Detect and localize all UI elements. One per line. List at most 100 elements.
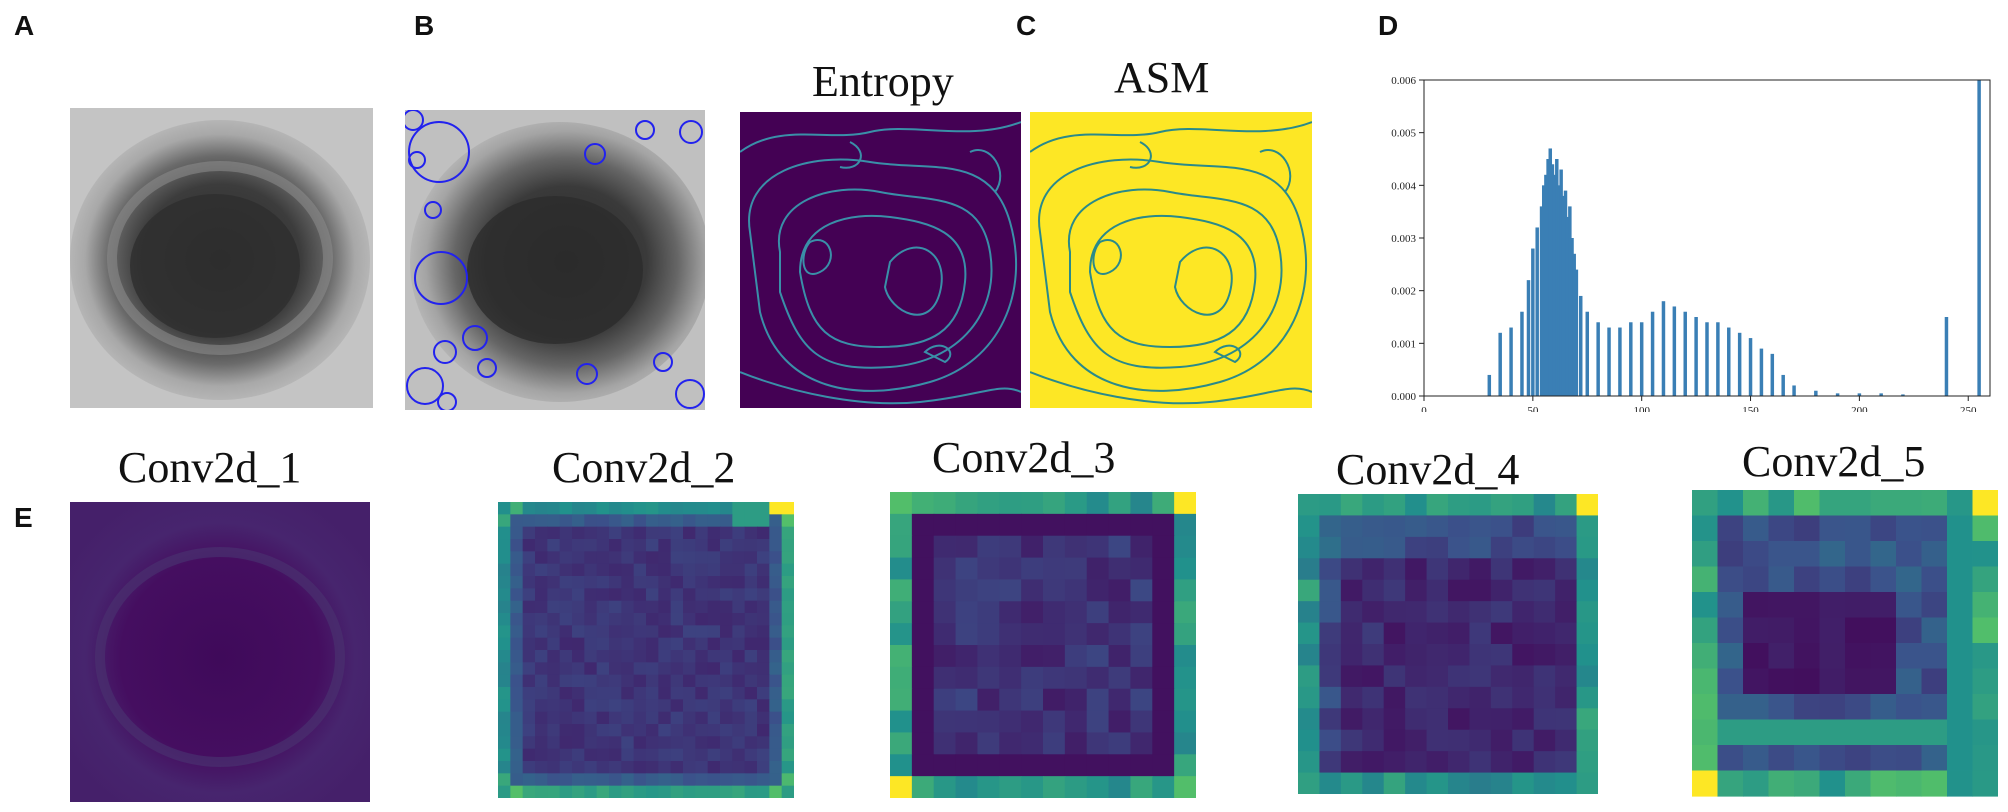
heatmap-cell <box>535 724 548 737</box>
heatmap-cell <box>535 736 548 750</box>
heatmap-cell <box>683 662 696 676</box>
heatmap-cell <box>572 551 585 565</box>
heatmap-cell <box>1340 558 1363 581</box>
heatmap-cell <box>1152 535 1175 559</box>
heatmap-cell <box>522 674 536 688</box>
heatmap-cell <box>732 773 746 787</box>
heatmap-cell <box>933 710 957 734</box>
heatmap-cell <box>1469 644 1492 667</box>
heatmap-cell <box>781 748 794 762</box>
conv2d-4-feature-map <box>1298 494 1598 794</box>
heatmap-cell <box>911 710 935 734</box>
heatmap-cell <box>658 761 672 774</box>
panel-label-c: C <box>1016 10 1037 41</box>
heatmap-cell <box>658 674 672 688</box>
heatmap-cell <box>1972 541 1998 568</box>
heatmap-cell <box>955 492 979 515</box>
heatmap-cell <box>732 674 746 688</box>
heatmap-cell <box>757 576 770 589</box>
heatmap-cell <box>596 773 610 787</box>
heatmap-cell <box>609 724 622 737</box>
heatmap-cell <box>769 502 783 515</box>
heatmap-cell <box>977 535 1000 559</box>
heatmap-cell <box>732 736 746 750</box>
heatmap-cell <box>1064 732 1088 755</box>
heatmap-cell <box>999 754 1022 777</box>
heatmap-cell <box>1490 686 1513 709</box>
heatmap-cell <box>890 513 913 537</box>
heatmap-cell <box>955 579 979 602</box>
heatmap-cell <box>769 551 783 565</box>
heatmap-cell <box>720 613 733 626</box>
heatmap-cell <box>559 514 573 528</box>
conv2d-2-feature-map <box>498 502 794 798</box>
heatmap-cell <box>1947 694 1974 721</box>
heatmap-cell <box>744 563 758 577</box>
heatmap-cell <box>933 688 957 712</box>
heatmap-cell <box>633 748 647 762</box>
heatmap-cell <box>510 724 524 737</box>
heatmap-cell <box>1512 622 1535 645</box>
heatmap-cell <box>1555 665 1578 688</box>
heatmap-cell <box>1319 515 1342 538</box>
heatmap-cell <box>911 535 935 559</box>
heatmap-cell <box>1768 770 1795 797</box>
heatmap-cell <box>621 699 635 713</box>
heatmap-cell <box>1921 745 1948 772</box>
heatmap-cell <box>1383 729 1406 752</box>
conv2d-1-title: Conv2d_1 <box>118 443 302 492</box>
heatmap-cell <box>695 637 709 651</box>
heatmap-cell <box>1340 494 1363 517</box>
heatmap-cell <box>1086 666 1110 690</box>
heatmap-cell <box>510 662 524 676</box>
heatmap-cell <box>621 526 635 540</box>
heatmap-cell <box>911 645 935 668</box>
heatmap-cell <box>732 539 746 552</box>
heatmap-cell <box>646 687 659 700</box>
heatmap-cell <box>1947 592 1974 619</box>
heatmap-cell <box>1021 579 1044 602</box>
x-tick-label: 250 <box>1960 405 1977 412</box>
heatmap-cell <box>670 785 684 798</box>
heatmap-cell <box>1845 617 1872 644</box>
heatmap-cell <box>510 748 524 762</box>
heatmap-cell <box>744 650 758 663</box>
heatmap-cell <box>1768 592 1795 619</box>
heatmap-cell <box>732 600 746 614</box>
heatmap-cell <box>1972 617 1998 644</box>
heatmap-cell <box>1064 754 1088 777</box>
heatmap-cell <box>1043 645 1066 668</box>
heatmap-cell <box>1794 515 1821 542</box>
heatmap-cell <box>1426 751 1449 774</box>
heatmap-cell <box>1298 686 1321 709</box>
heatmap-cell <box>621 724 635 737</box>
conv2d-4-title: Conv2d_4 <box>1336 445 1520 494</box>
entropy-contour-map <box>740 112 1021 408</box>
heatmap-cell <box>707 563 721 577</box>
heatmap-cell <box>757 600 770 614</box>
asm-contour-map <box>1030 112 1312 408</box>
histogram-bar <box>1535 227 1539 396</box>
heatmap-cell <box>572 674 585 688</box>
heatmap-cell <box>1555 558 1578 581</box>
blob-circle <box>675 379 705 409</box>
heatmap-cell <box>781 588 794 602</box>
heatmap-cell <box>1448 708 1471 731</box>
heatmap-cell <box>1298 536 1321 559</box>
heatmap-cell <box>510 699 524 713</box>
heatmap-cell <box>1362 536 1385 559</box>
heatmap-cell <box>1021 776 1044 798</box>
heatmap-cell <box>498 785 511 798</box>
heatmap-cell <box>999 492 1022 515</box>
heatmap-cell <box>695 785 709 798</box>
heatmap-cell <box>547 563 561 577</box>
heatmap-cell <box>584 699 598 713</box>
heatmap-cell <box>695 650 709 663</box>
heatmap-cell <box>658 736 672 750</box>
heatmap-cell <box>1768 694 1795 721</box>
heatmap-cell <box>559 773 573 787</box>
heatmap-cell <box>596 761 610 774</box>
heatmap-cell <box>1768 490 1795 517</box>
heatmap-cell <box>999 623 1022 646</box>
heatmap-cell <box>720 748 733 762</box>
